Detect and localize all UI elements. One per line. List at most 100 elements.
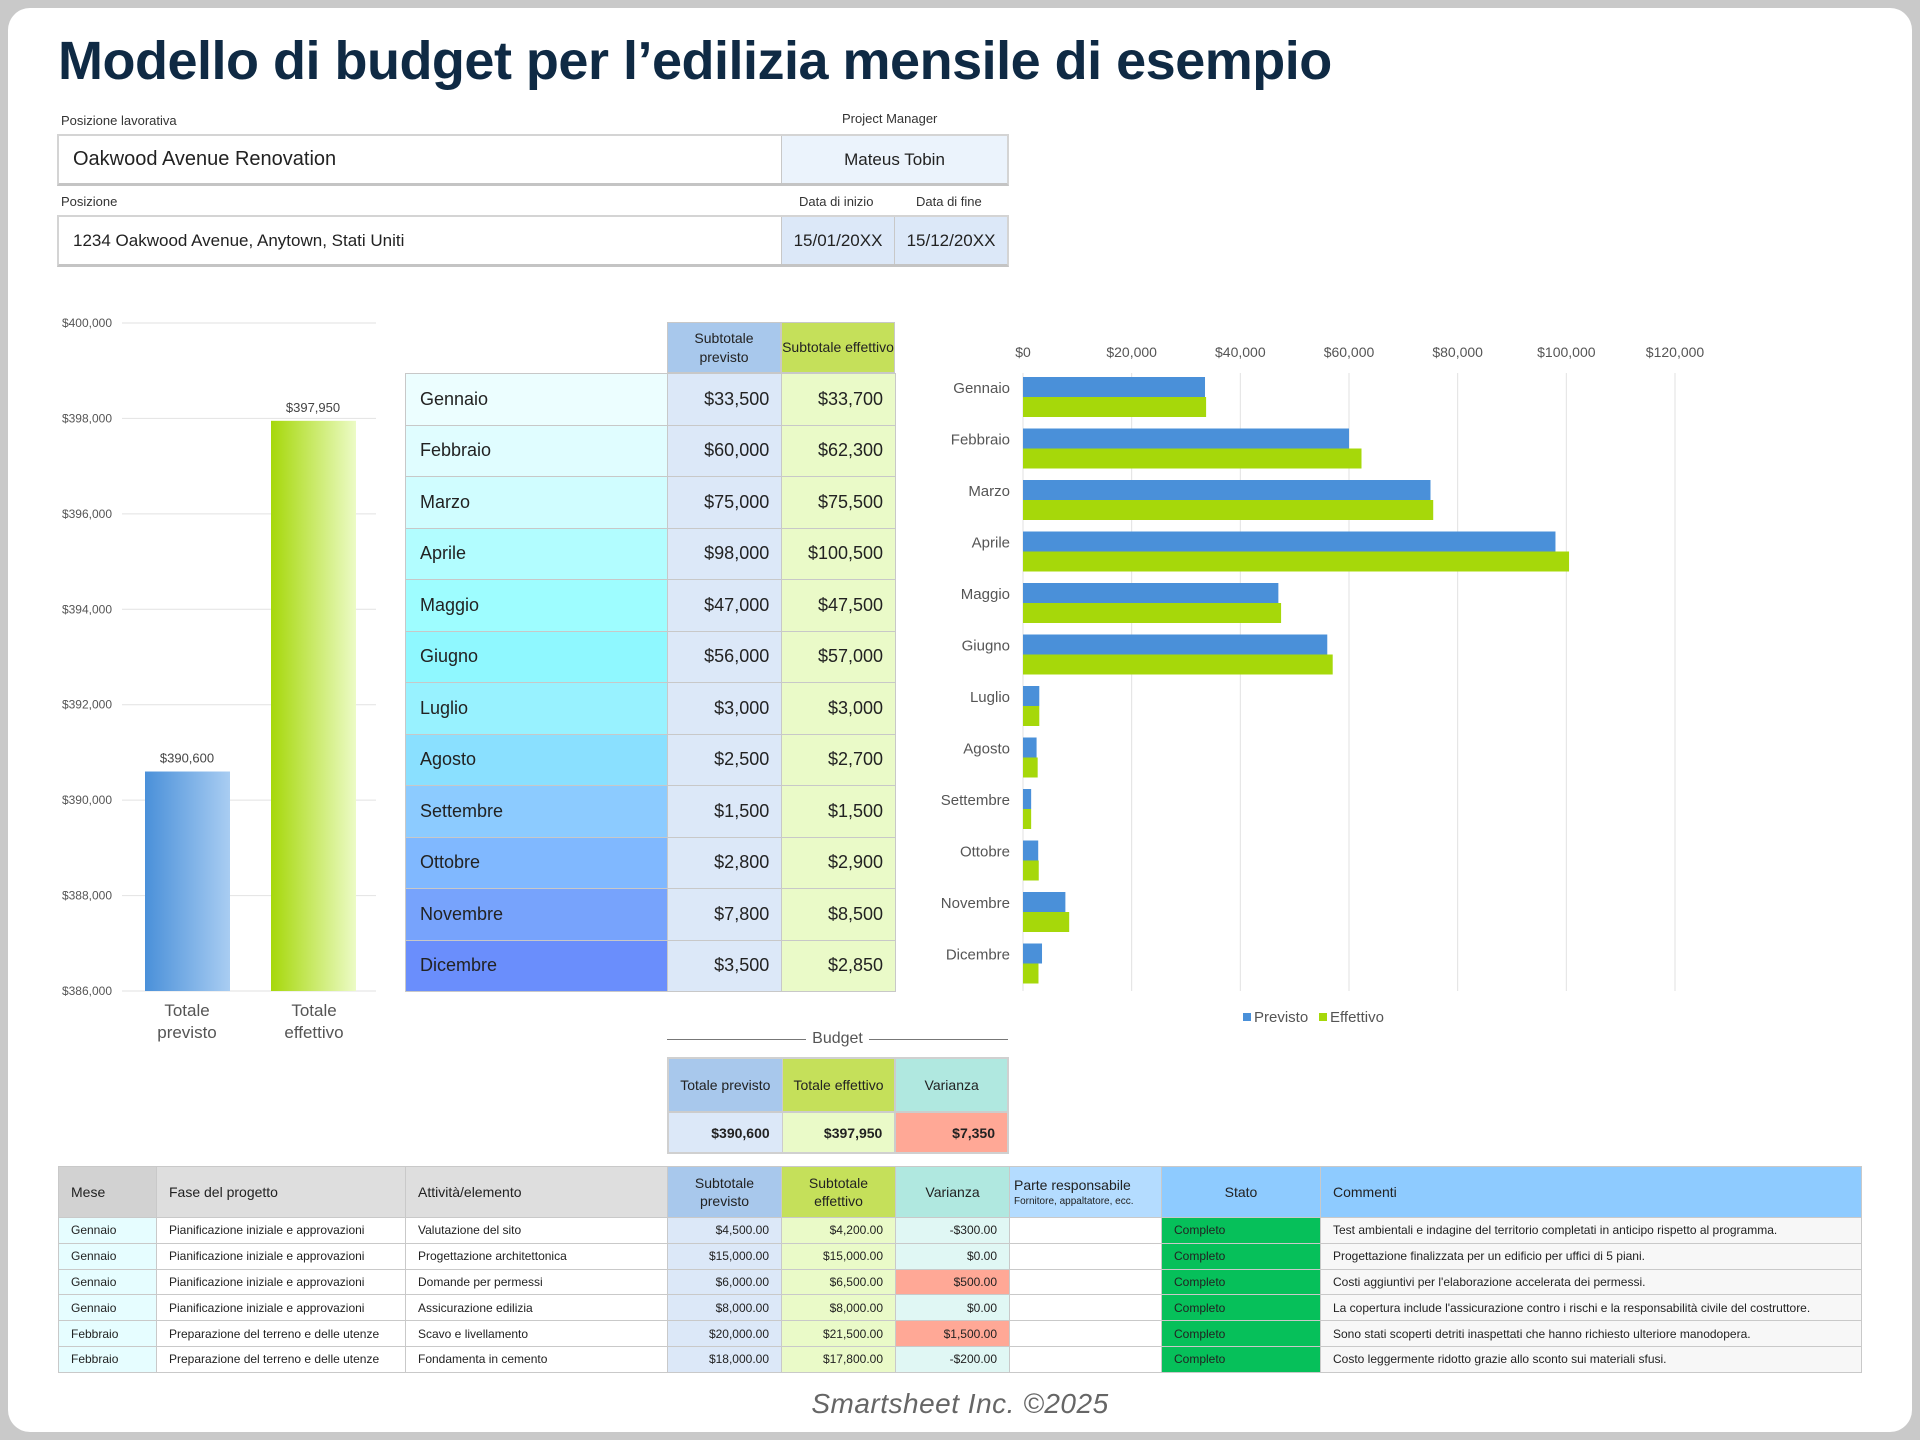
bar-effettivo xyxy=(1023,500,1434,520)
cell-parte-responsabile[interactable] xyxy=(1009,1320,1162,1347)
month-previsto: $56,000 xyxy=(667,631,782,682)
y-tick-label: $400,000 xyxy=(62,316,112,330)
monthly-row: Novembre $7,800 $8,500 xyxy=(405,889,896,941)
page-title: Modello di budget per l’edilizia mensile… xyxy=(58,31,1332,91)
header-subtotale-effettivo: Subtotale effettivo xyxy=(781,322,895,373)
detail-table: Mese Fase del progetto Attività/elemento… xyxy=(58,1166,1862,1373)
y-tick-label: $394,000 xyxy=(62,602,112,616)
legend-label: Previsto xyxy=(1254,1009,1308,1026)
bar-previsto xyxy=(1023,634,1328,655)
month-previsto: $2,500 xyxy=(667,734,782,785)
budget-total-effettivo: $397,950 xyxy=(781,1111,895,1152)
category-label: Luglio xyxy=(970,689,1010,706)
pm-field[interactable]: Mateus Tobin xyxy=(781,136,1007,183)
col-commenti: Commenti xyxy=(1320,1166,1862,1218)
monthly-row: Aprile $98,000 $100,500 xyxy=(405,528,896,580)
cell-stato: Completo xyxy=(1161,1217,1321,1244)
start-date-field[interactable]: 15/01/20XX xyxy=(781,217,894,264)
bar-previsto xyxy=(1023,428,1349,449)
category-label: Agosto xyxy=(963,741,1010,758)
cell-attivita: Fondamenta in cemento xyxy=(405,1345,668,1373)
bar-previsto xyxy=(1023,737,1037,758)
monthly-table: Gennaio $33,500 $33,700 Febbraio $60,000 $62,… xyxy=(405,373,896,992)
cell-effettivo: $17,800.00 xyxy=(781,1345,896,1373)
x-tick-label: $40,000 xyxy=(1215,344,1266,360)
month-previsto: $7,800 xyxy=(667,889,782,940)
end-date-field[interactable]: 15/12/20XX xyxy=(894,217,1007,264)
job-label: Posizione lavorativa xyxy=(61,113,177,128)
location-label: Posizione xyxy=(61,194,118,209)
y-tick-label: $390,000 xyxy=(62,793,112,807)
category-label: Settembre xyxy=(941,792,1010,809)
end-date-label: Data di fine xyxy=(916,194,982,209)
location-field[interactable]: 1234 Oakwood Avenue, Anytown, Stati Unit… xyxy=(73,230,405,250)
budget-section-label: Budget xyxy=(667,1030,1008,1048)
col-parte-responsabile-title: Parte responsabile xyxy=(1014,1177,1131,1194)
monthly-row: Giugno $56,000 $57,000 xyxy=(405,631,896,683)
cell-parte-responsabile[interactable] xyxy=(1009,1242,1162,1270)
monthly-row: Marzo $75,000 $75,500 xyxy=(405,477,896,529)
detail-row: Gennaio Pianificazione iniziale e approva… xyxy=(58,1294,1862,1322)
header-subtotale-previsto: Subtotale previsto xyxy=(667,322,781,373)
cell-effettivo: $4,200.00 xyxy=(781,1217,896,1244)
month-previsto: $3,500 xyxy=(667,940,782,991)
x-tick-label: $0 xyxy=(1015,344,1031,360)
cell-parte-responsabile[interactable] xyxy=(1009,1217,1162,1244)
cell-fase: Preparazione del terreno e delle utenze xyxy=(156,1345,406,1373)
cell-fase: Pianificazione iniziale e approvazioni xyxy=(156,1242,406,1270)
monthly-chart: $0 $20,000 $40,000 $60,000 $80,000 $100,000 $1… xyxy=(941,344,1705,1026)
month-effettivo: $57,000 xyxy=(781,631,896,682)
cell-mese: Febbraio xyxy=(58,1345,157,1373)
cell-parte-responsabile[interactable] xyxy=(1009,1294,1162,1322)
cell-fase: Pianificazione iniziale e approvazioni xyxy=(156,1268,406,1296)
cell-commenti[interactable]: Costo leggermente ridotto grazie allo sc… xyxy=(1320,1345,1862,1373)
month-name: Settembre xyxy=(406,786,668,837)
category-label: Marzo xyxy=(968,483,1010,500)
cell-commenti[interactable]: Costi aggiuntivi per l'elaborazione acce… xyxy=(1320,1268,1862,1296)
x-tick-label: $120,000 xyxy=(1646,344,1705,360)
col-varianza: Varianza xyxy=(895,1166,1010,1218)
cell-fase: Pianificazione iniziale e approvazioni xyxy=(156,1294,406,1322)
category-label: Maggio xyxy=(961,586,1010,603)
job-field[interactable]: Oakwood Avenue Renovation xyxy=(73,148,337,170)
footer-copyright: Smartsheet Inc. ©2025 xyxy=(811,1388,1109,1419)
y-tick-label: $386,000 xyxy=(62,984,112,998)
cell-stato: Completo xyxy=(1161,1294,1321,1322)
bar-effettivo xyxy=(1023,963,1039,984)
bar-effettivo xyxy=(1023,706,1040,726)
cell-commenti[interactable]: Test ambientali e indagine del territori… xyxy=(1320,1217,1862,1244)
cell-previsto: $4,500.00 xyxy=(667,1217,782,1244)
month-effettivo: $8,500 xyxy=(781,889,896,940)
cell-commenti[interactable]: Progettazione finalizzata per un edifici… xyxy=(1320,1242,1862,1270)
month-previsto: $2,800 xyxy=(667,837,782,888)
monthly-row: Ottobre $2,800 $2,900 xyxy=(405,837,896,889)
cell-effettivo: $15,000.00 xyxy=(781,1242,896,1270)
bar-totale-previsto xyxy=(145,771,230,991)
budget-total-previsto: $390,600 xyxy=(669,1111,782,1152)
cell-previsto: $18,000.00 xyxy=(667,1345,782,1373)
month-name: Agosto xyxy=(406,734,668,785)
cell-parte-responsabile[interactable] xyxy=(1009,1345,1162,1373)
cell-varianza: -$300.00 xyxy=(895,1217,1010,1244)
cell-mese: Gennaio xyxy=(58,1294,157,1322)
cell-commenti[interactable]: La copertura include l'assicurazione con… xyxy=(1320,1294,1862,1322)
cell-mese: Gennaio xyxy=(58,1242,157,1270)
bar-effettivo xyxy=(1023,654,1333,675)
bar-previsto xyxy=(1023,892,1066,912)
cell-parte-responsabile[interactable] xyxy=(1009,1268,1162,1296)
budget-header-effettivo: Totale effettivo xyxy=(781,1059,895,1111)
category-label: Novembre xyxy=(941,895,1010,912)
cell-varianza: $1,500.00 xyxy=(895,1320,1010,1347)
data-label: $390,600 xyxy=(160,751,214,766)
data-label: $397,950 xyxy=(286,400,340,415)
cell-stato: Completo xyxy=(1161,1320,1321,1347)
detail-row: Gennaio Pianificazione iniziale e approva… xyxy=(58,1242,1862,1270)
legend-swatch-effettivo xyxy=(1319,1013,1327,1021)
cell-commenti[interactable]: Sono stati scoperti detriti inaspettati … xyxy=(1320,1320,1862,1347)
month-name: Luglio xyxy=(406,683,668,734)
cell-attivita: Assicurazione edilizia xyxy=(405,1294,668,1322)
month-previsto: $3,000 xyxy=(667,683,782,734)
month-previsto: $75,000 xyxy=(667,477,782,528)
month-effettivo: $47,500 xyxy=(781,580,896,631)
bar-totale-effettivo xyxy=(271,420,356,991)
